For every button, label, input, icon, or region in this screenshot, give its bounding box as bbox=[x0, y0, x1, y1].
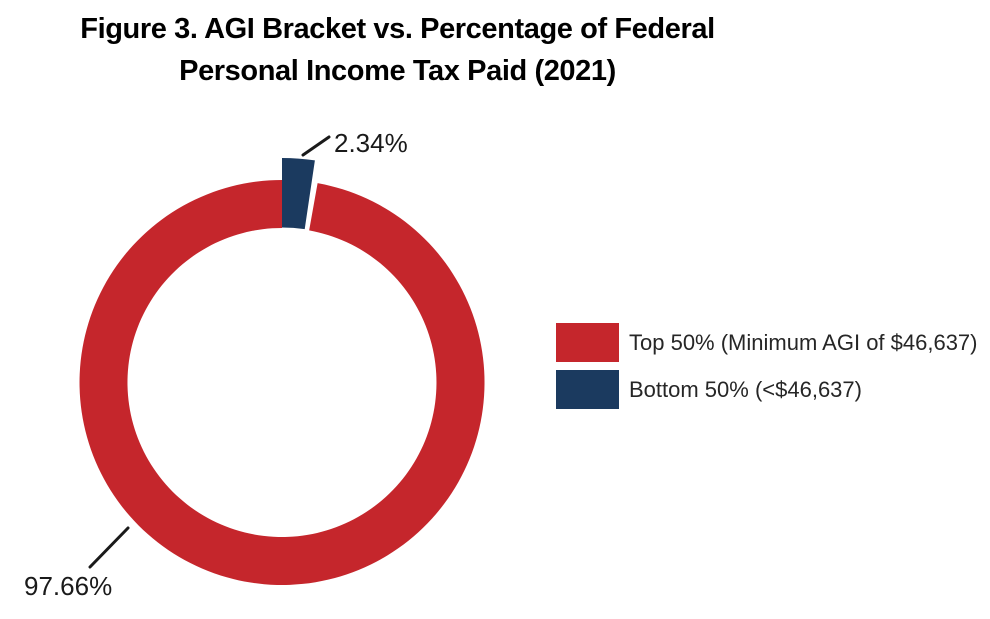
donut-slice-top50 bbox=[79, 180, 485, 585]
figure-title: Figure 3. AGI Bracket vs. Percentage of … bbox=[35, 8, 760, 92]
legend: Top 50% (Minimum AGI of $46,637) Bottom … bbox=[556, 323, 978, 409]
legend-label-top50: Top 50% (Minimum AGI of $46,637) bbox=[629, 329, 978, 355]
label-bottom50-percent: 2.34% bbox=[334, 128, 408, 158]
donut-slice-bottom50 bbox=[282, 158, 315, 230]
label-top50-percent: 97.66% bbox=[24, 571, 113, 601]
figure-title-line2: Personal Income Tax Paid (2021) bbox=[179, 55, 616, 87]
figure-title-line1: Figure 3. AGI Bracket vs. Percentage of … bbox=[80, 13, 715, 45]
legend-swatch-bottom50 bbox=[556, 370, 619, 409]
legend-label-bottom50: Bottom 50% (<$46,637) bbox=[629, 376, 862, 402]
leader-line-bottom50 bbox=[301, 135, 331, 157]
leader-line-top50 bbox=[88, 526, 130, 569]
legend-item-top50: Top 50% (Minimum AGI of $46,637) bbox=[556, 323, 978, 362]
legend-swatch-top50 bbox=[556, 323, 619, 362]
legend-item-bottom50: Bottom 50% (<$46,637) bbox=[556, 370, 978, 409]
